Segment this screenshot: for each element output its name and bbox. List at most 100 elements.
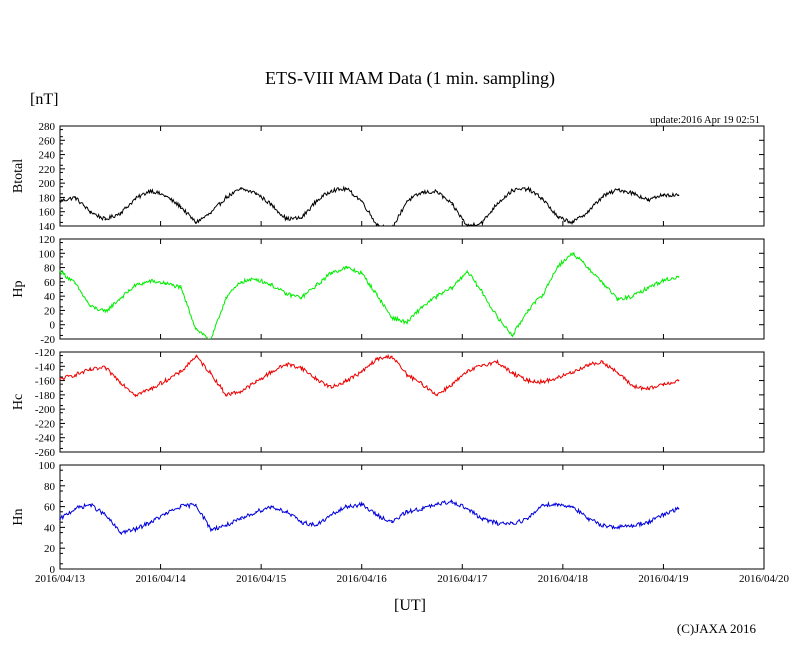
data-point-btotal [541,198,544,200]
data-point-hc [677,379,680,382]
data-point-hp [225,296,227,299]
data-point-hp [511,334,514,337]
data-point-btotal [436,190,438,193]
data-point-hn [466,507,469,510]
data-point-hn [149,521,152,523]
y-tick-label: 40 [44,522,56,534]
y-tick-label: 80 [44,481,56,493]
data-point-hc [225,394,227,396]
data-point-btotal [74,196,76,199]
data-point-hp [662,279,665,282]
data-point-hc [195,355,197,358]
data-point-hc [179,371,182,373]
data-point-hc [315,378,318,380]
series-line-hp [60,251,679,339]
y-tick-label: 160 [39,207,56,219]
data-point-hn [89,503,91,506]
data-point-btotal [662,193,665,196]
data-point-hc [587,364,589,366]
data-point-hn [134,528,137,531]
data-point-hc [421,383,423,385]
data-point-hn [285,511,288,513]
data-point-hp [526,309,529,312]
data-point-hc [74,374,76,376]
y-tick-label: -180 [35,390,56,402]
y-tick-label: 0 [50,320,56,332]
data-point-hn [677,507,680,510]
y-tick-label: -240 [35,433,56,445]
data-point-btotal [376,223,378,226]
data-point-hn [436,503,438,506]
data-point-hc [617,372,619,375]
data-point-btotal [557,216,559,219]
data-point-hp [164,282,167,285]
data-point-btotal [451,203,454,206]
data-point-btotal [119,212,122,214]
data-point-hc [376,358,378,360]
panel-frame [59,238,765,340]
data-point-hp [74,282,76,285]
data-point-hn [587,518,589,520]
data-point-hp [602,282,604,285]
data-point-hp [677,276,680,278]
data-point-hp [647,286,650,289]
data-point-btotal [195,221,197,224]
panel-hn: 100 80 60 40 20 0 Hn [11,460,765,576]
data-point-hn [210,528,212,531]
data-point-btotal [587,210,589,213]
data-point-hn [572,505,574,508]
data-point-hp [360,272,363,275]
data-point-btotal [360,200,363,202]
data-point-hp [315,284,318,287]
data-point-btotal [164,195,167,197]
y-tick-label: 260 [39,135,56,147]
data-point-btotal [104,218,107,221]
data-point-hc [511,372,514,375]
data-point-hc [210,372,212,375]
data-point-hp [496,316,499,319]
y-tick-label: 60 [44,502,56,514]
data-point-hp [59,270,61,272]
data-point-hc [466,371,469,373]
data-point-hn [421,507,423,510]
y-tick-label: 280 [39,121,56,133]
data-point-hn [225,524,227,527]
data-point-btotal [330,189,333,192]
data-point-hp [300,296,303,299]
data-point-hp [391,316,393,319]
y-tick-label: 20 [44,305,56,317]
data-point-hc [240,390,242,393]
data-point-hc [632,385,635,388]
data-point-hc [345,379,348,382]
y-tick-label: 80 [44,263,56,275]
data-point-hn [360,503,363,506]
data-point-hp [587,266,589,269]
data-point-btotal [149,189,152,192]
x-tick-label: 2016/04/17 [437,573,488,585]
y-tick-label: 40 [44,291,56,303]
x-tick-label: 2016/04/20 [739,573,790,585]
data-point-hc [406,374,408,376]
data-point-btotal [466,225,469,227]
data-point-btotal [134,198,137,200]
x-tick-label: 2016/04/19 [638,573,689,585]
y-axis-label: Hp [11,280,26,297]
panel-frame [59,351,765,453]
data-point-btotal [617,188,619,191]
data-point-hp [436,295,438,297]
data-point-hn [481,518,484,520]
data-point-hc [391,355,393,358]
data-point-btotal [179,205,182,208]
data-point-hc [602,361,604,363]
data-point-btotal [421,191,423,194]
data-point-hc [270,371,273,373]
series-line-hc [60,353,679,398]
data-point-hc [149,388,152,390]
panels: 280260240220200180160140Btotal1201008060… [11,121,765,576]
data-point-btotal [345,188,348,190]
data-point-hn [391,521,393,523]
y-tick-label: 180 [39,192,56,204]
x-tick-label: 2016/04/16 [337,573,388,585]
data-point-hp [330,271,333,274]
data-point-hp [240,281,242,283]
